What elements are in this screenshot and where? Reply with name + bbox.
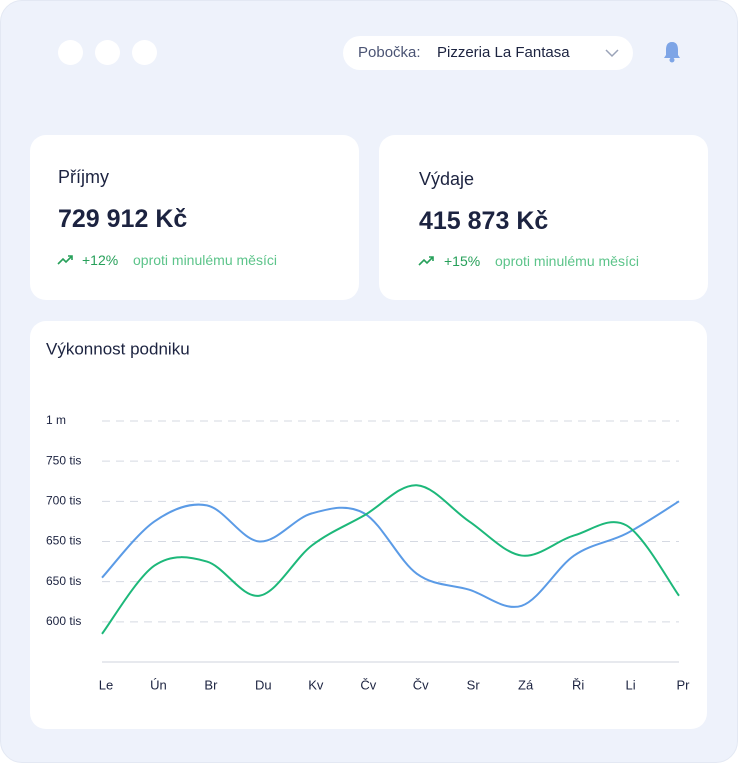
series-line — [101, 484, 680, 635]
chart-title: Výkonnost podniku — [46, 339, 190, 358]
expense-card: Výdaje 415 873 Kč +15% oproti minulému m… — [379, 135, 708, 300]
x-tick-label: Sr — [467, 677, 481, 692]
branch-label: Pobočka: — [358, 44, 421, 61]
y-tick-label: 600 tis — [46, 614, 81, 628]
chart: Výkonnost podniku 600 tis 650 tis 650 tis 7… — [46, 339, 691, 692]
branch-value: Pizzeria La Fantasa — [437, 44, 570, 61]
x-tick-label: Li — [625, 677, 635, 692]
bell-icon[interactable] — [662, 41, 682, 63]
series-line — [101, 500, 680, 608]
branch-select[interactable]: Pobočka: Pizzeria La Fantasa — [343, 36, 633, 70]
card-note: oproti minulému měsíci — [133, 252, 277, 268]
y-tick-label: 750 tis — [46, 453, 81, 467]
x-tick-label: Le — [99, 677, 113, 692]
x-tick-label: Kv — [308, 677, 324, 692]
chevron — [605, 49, 619, 58]
trend-icon — [418, 256, 434, 266]
y-tick-label: 650 tis — [46, 534, 81, 548]
x-tick-label: Br — [204, 677, 218, 692]
income-card: Příjmy 729 912 Kč +12% oproti minulému m… — [30, 135, 359, 300]
card-value: 415 873 Kč — [419, 207, 549, 235]
x-tick-label: Čv — [360, 677, 376, 692]
y-tick-label: 1 m — [46, 413, 66, 427]
card-title: Příjmy — [58, 167, 109, 187]
x-tick-label: Ři — [572, 677, 584, 692]
x-tick-label: Ún — [150, 677, 167, 692]
card-value: 729 912 Kč — [58, 205, 188, 233]
y-tick-label: 700 tis — [46, 494, 81, 508]
chart-card: Výkonnost podniku 600 tis 650 tis 650 tis 7… — [30, 321, 707, 729]
window-dot — [132, 40, 157, 65]
x-tick-label: Zá — [518, 677, 534, 692]
y-tick-label: 650 tis — [46, 574, 81, 588]
x-tick-label: Du — [255, 677, 272, 692]
card-title: Výdaje — [419, 169, 475, 189]
x-tick-label: Čv — [413, 677, 429, 692]
trend-icon — [57, 255, 73, 265]
card-change: +15% — [444, 253, 481, 269]
window-dot — [95, 40, 120, 65]
card-note: oproti minulému měsíci — [495, 253, 639, 269]
x-tick-label: Pr — [677, 677, 691, 692]
card-change: +12% — [82, 252, 119, 268]
window-dot — [58, 40, 83, 65]
